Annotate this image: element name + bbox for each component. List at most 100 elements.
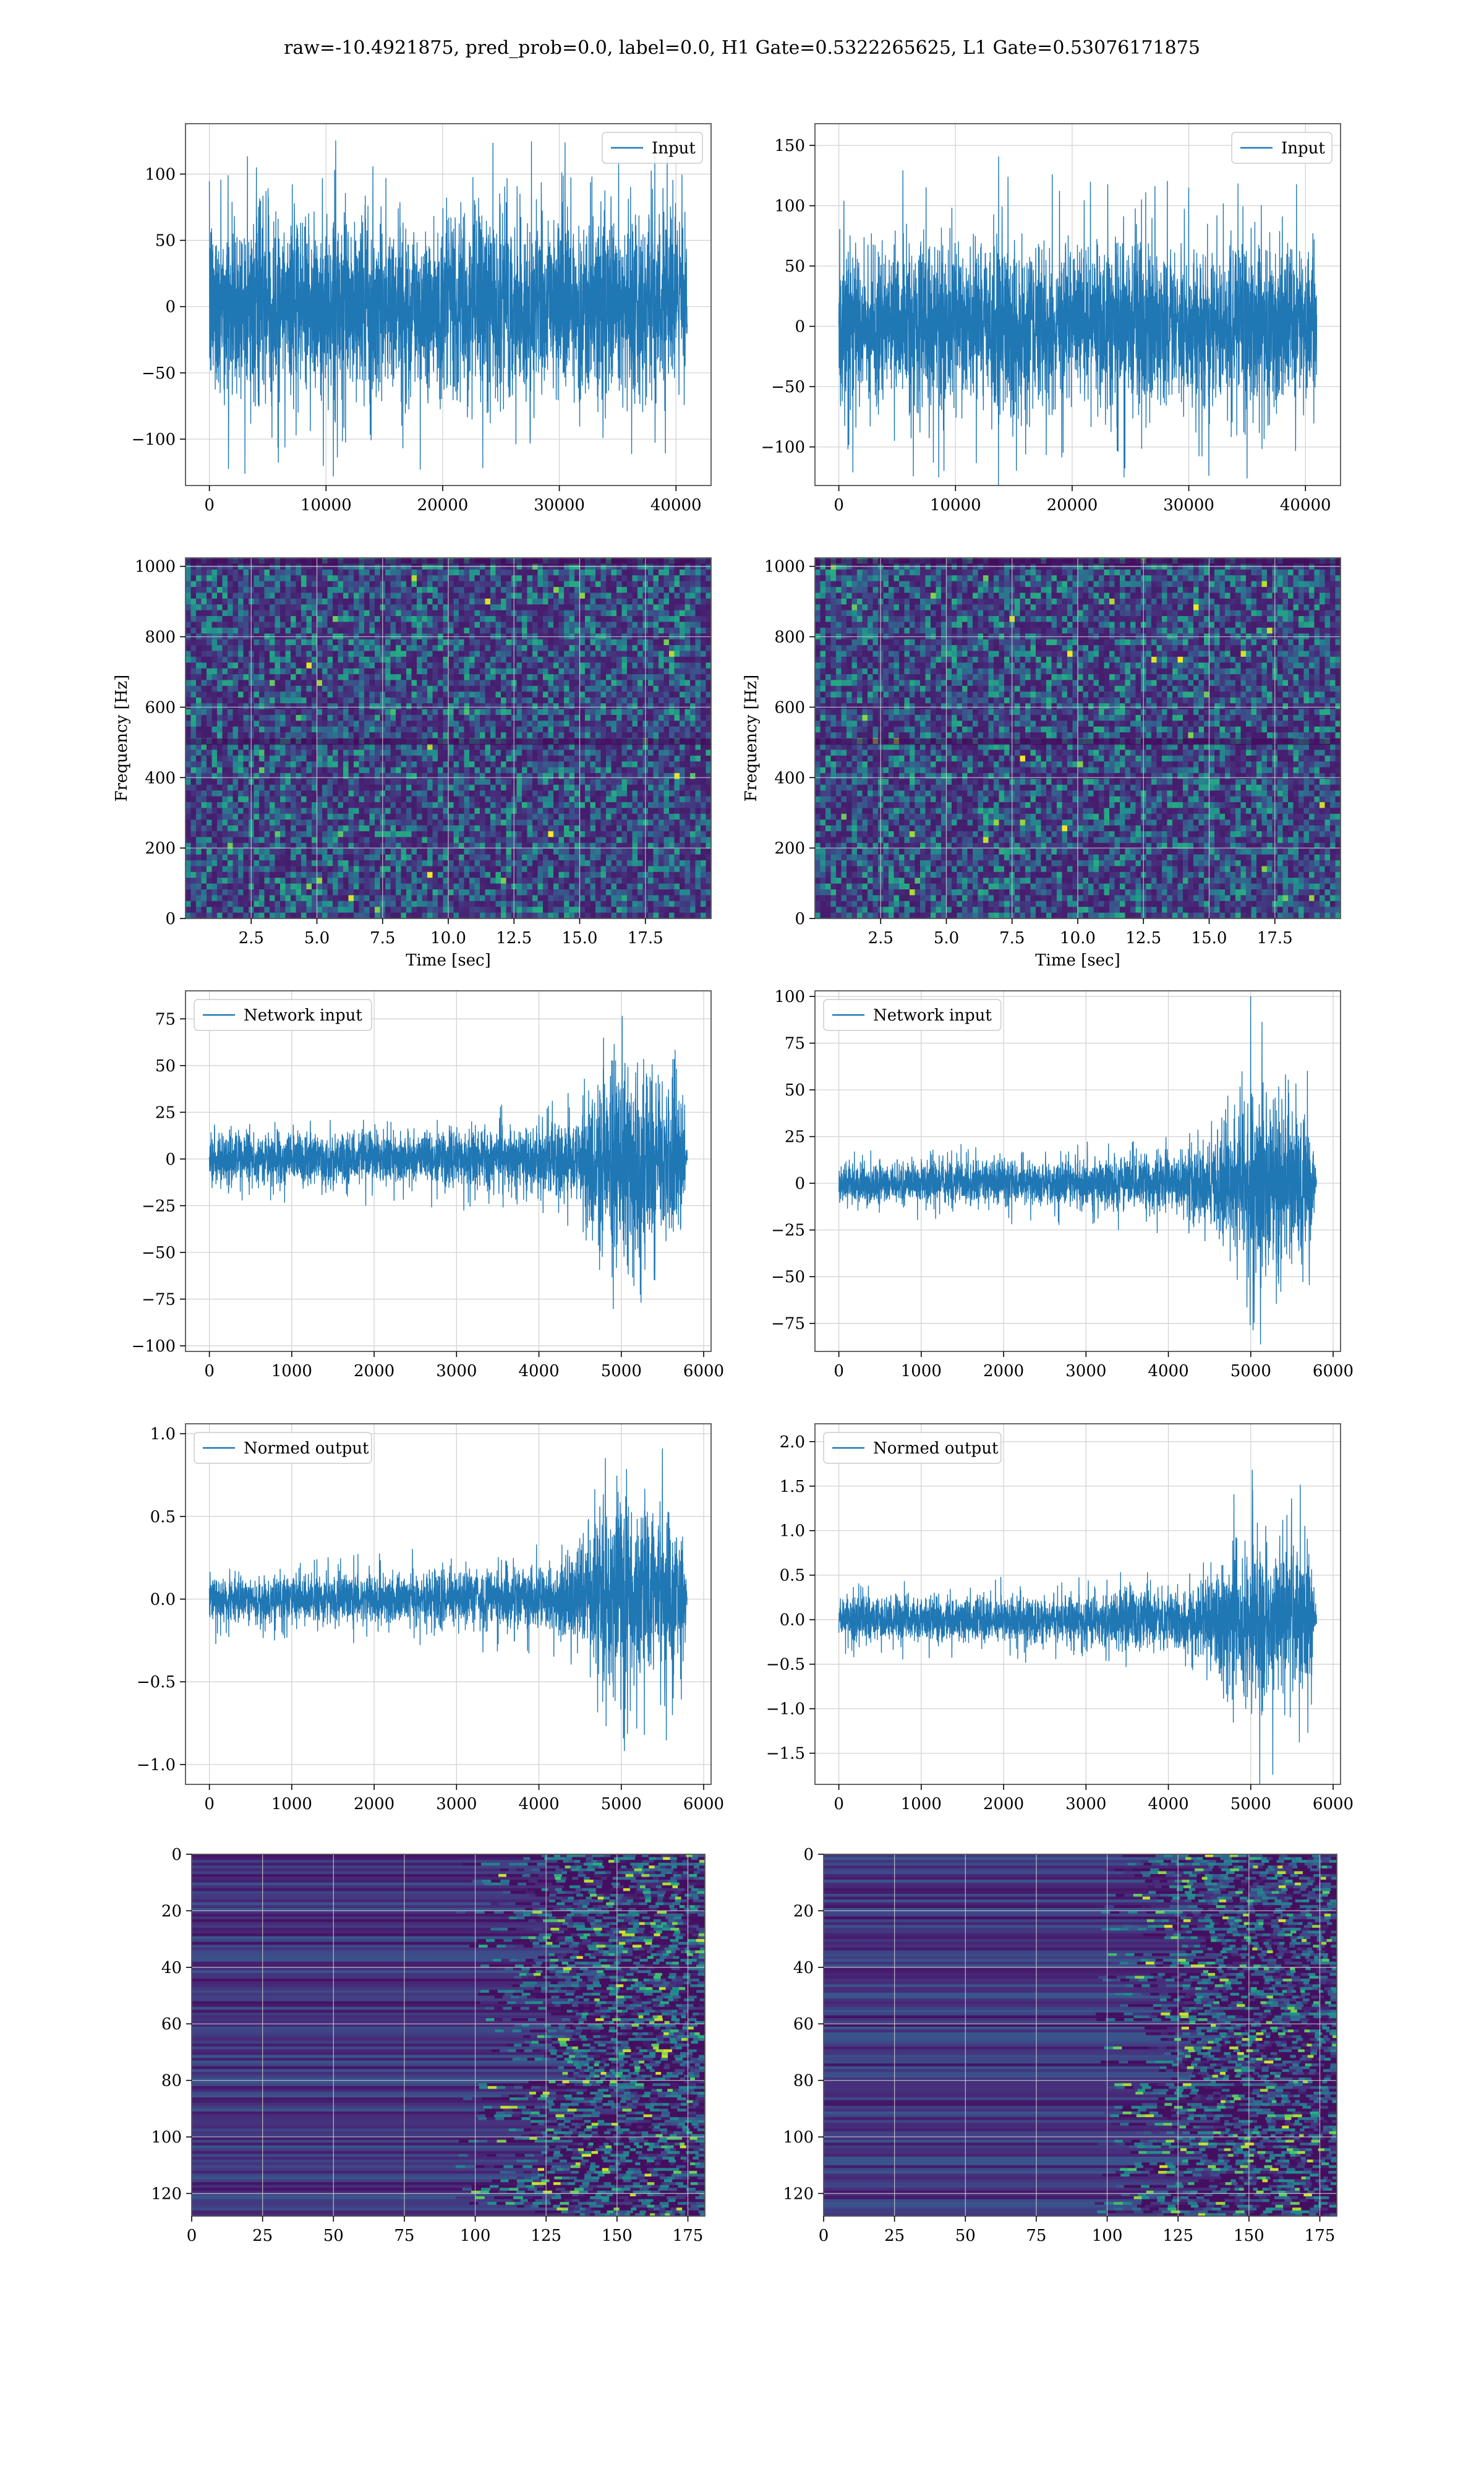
heatmap-cell: [348, 714, 354, 721]
heatmap-cell: [264, 837, 270, 844]
heatmap-cell: [186, 563, 192, 570]
heatmap-cell: [632, 802, 638, 808]
heatmap-cell: [232, 802, 239, 808]
heatmap-cell: [663, 674, 670, 681]
heatmap-cell: [548, 709, 554, 716]
heatmap-cell: [327, 587, 333, 594]
heatmap-cell: [369, 726, 375, 733]
heatmap-cell: [427, 825, 433, 832]
heatmap-cell: [217, 604, 223, 611]
heatmap-cell: [522, 668, 528, 675]
heatmap-cell: [490, 802, 497, 808]
heatmap-cell: [228, 639, 234, 646]
heatmap-cell: [522, 784, 528, 791]
heatmap-cell: [348, 627, 354, 634]
heatmap-cell: [606, 743, 612, 750]
heatmap-cell: [264, 726, 270, 733]
heatmap-cell: [417, 622, 423, 628]
heatmap-cell: [537, 674, 544, 681]
heatmap-cell: [369, 610, 375, 617]
heatmap-cell: [590, 703, 596, 710]
heatmap-cell: [243, 639, 249, 646]
heatmap-cell: [369, 714, 375, 721]
heatmap-cell: [548, 750, 554, 756]
heatmap-cell: [548, 581, 554, 588]
heatmap-cell: [207, 802, 213, 808]
heatmap-cell: [469, 732, 475, 739]
heatmap-cell: [606, 691, 612, 698]
heatmap-cell: [638, 714, 644, 721]
heatmap-cell: [417, 680, 423, 687]
heatmap-cell: [627, 616, 633, 623]
heatmap-cell: [280, 808, 286, 815]
heatmap-cell: [443, 767, 449, 774]
heatmap-cell: [280, 831, 286, 837]
heatmap-cell: [480, 802, 486, 808]
heatmap-cell: [606, 808, 612, 815]
heatmap-cell: [600, 674, 607, 681]
heatmap-cell: [333, 767, 339, 774]
heatmap-cell: [621, 790, 628, 797]
heatmap-cell: [706, 820, 711, 826]
heatmap-cell: [663, 726, 670, 733]
heatmap-cell: [663, 808, 670, 815]
heatmap-cell: [663, 703, 670, 710]
heatmap-cell: [564, 627, 570, 634]
heatmap-cell: [579, 691, 586, 698]
heatmap-cell: [438, 680, 444, 687]
heatmap-cell: [354, 691, 360, 698]
heatmap-cell: [579, 796, 586, 803]
heatmap-cell: [611, 825, 617, 832]
heatmap-cell: [527, 569, 533, 576]
heatmap-cell: [653, 732, 659, 739]
heatmap-cell: [301, 674, 307, 681]
heatmap-cell: [690, 610, 696, 617]
heatmap-cell: [537, 808, 544, 815]
heatmap-cell: [680, 820, 686, 826]
heatmap-cell: [190, 703, 197, 710]
heatmap-cell: [280, 587, 286, 594]
heatmap-cell: [564, 662, 570, 669]
heatmap-cell: [422, 813, 428, 820]
heatmap-cell: [296, 581, 302, 588]
heatmap-cell: [385, 703, 391, 710]
heatmap-cell: [674, 820, 680, 826]
heatmap-cell: [543, 750, 549, 756]
heatmap-cell: [621, 820, 628, 826]
heatmap-cell: [706, 802, 711, 808]
heatmap-cell: [701, 750, 707, 756]
heatmap-cell: [611, 593, 617, 599]
heatmap-cell: [354, 709, 360, 716]
heatmap-cell: [417, 726, 423, 733]
heatmap-cell: [611, 651, 617, 657]
heatmap-cell: [417, 773, 423, 779]
heatmap-cell: [390, 593, 396, 599]
heatmap-cell: [469, 709, 475, 716]
heatmap-cell: [348, 685, 354, 692]
heatmap-cell: [469, 610, 475, 617]
heatmap-cell: [422, 796, 428, 803]
heatmap-cell: [506, 593, 512, 599]
heatmap-cell: [558, 831, 565, 837]
heatmap-cell: [285, 569, 291, 576]
heatmap-cell: [537, 697, 544, 704]
heatmap-cell: [611, 569, 617, 576]
heatmap-cell: [595, 813, 602, 820]
heatmap-cell: [190, 622, 197, 628]
heatmap-cell: [579, 755, 586, 762]
heatmap-cell: [254, 703, 260, 710]
heatmap-cell: [401, 755, 407, 762]
heatmap-cell: [369, 645, 375, 652]
heatmap-cell: [527, 627, 533, 634]
heatmap-cell: [322, 616, 328, 623]
heatmap-cell: [453, 813, 459, 820]
heatmap-cell: [701, 714, 707, 721]
heatmap-cell: [490, 808, 497, 815]
heatmap-cell: [574, 790, 581, 797]
heatmap-cell: [680, 627, 686, 634]
heatmap-cell: [312, 622, 318, 628]
heatmap-cell: [684, 721, 691, 727]
heatmap-cell: [611, 662, 617, 669]
heatmap-cell: [375, 709, 381, 716]
heatmap-cell: [348, 563, 354, 570]
